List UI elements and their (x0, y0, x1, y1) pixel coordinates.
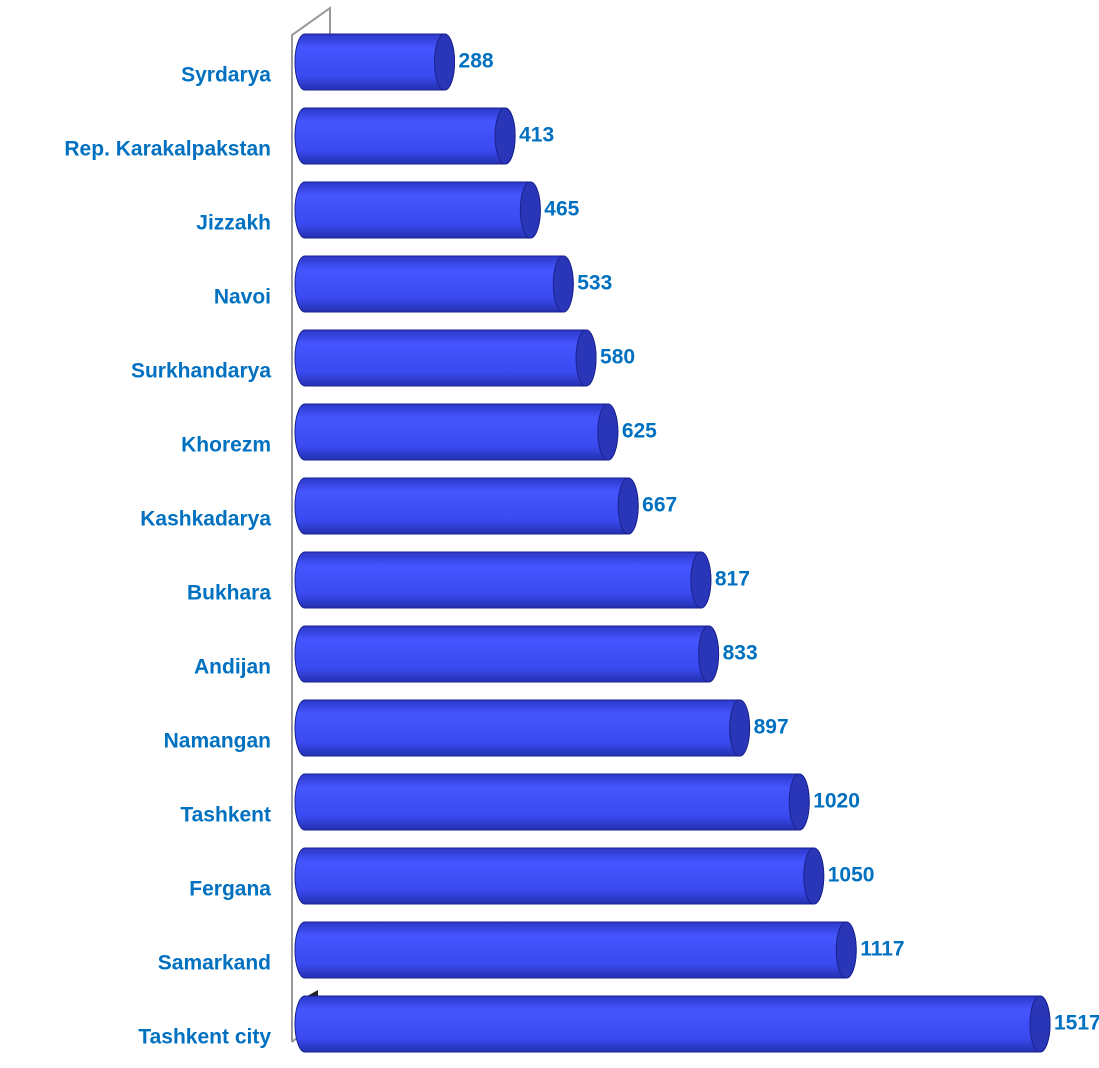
value-label: 1517 (1054, 1012, 1099, 1035)
value-label: 533 (577, 272, 612, 295)
wall-line (291, 6, 331, 1042)
bar (294, 551, 712, 609)
bar (294, 773, 810, 831)
value-label: 413 (519, 124, 554, 147)
bar (294, 181, 541, 239)
value-label: 897 (754, 716, 789, 739)
bar-cap (617, 477, 639, 535)
y-tick-label: Namangan (164, 730, 271, 753)
y-tick-label: Tashkent city (138, 1026, 271, 1049)
value-label: 1117 (860, 938, 904, 961)
y-tick-label: Surkhandarya (131, 360, 271, 383)
bar (294, 477, 639, 535)
bar (294, 403, 619, 461)
y-tick-label: Kashkadarya (140, 508, 271, 531)
y-tick-label: Bukhara (187, 582, 271, 605)
bar-cap (575, 329, 597, 387)
bar-cap (552, 255, 574, 313)
y-tick-label: Khorezm (181, 434, 271, 457)
value-label: 465 (544, 198, 579, 221)
bar-cap (729, 699, 751, 757)
bar-cap (690, 551, 712, 609)
value-label: 833 (723, 642, 758, 665)
bar (294, 921, 857, 979)
bar (294, 995, 1051, 1053)
y-tick-label: Rep. Karakalpakstan (64, 138, 271, 161)
value-label: 667 (642, 494, 677, 517)
bar-cap (835, 921, 857, 979)
y-tick-label: Tashkent (180, 804, 271, 827)
bar-cap (803, 847, 825, 905)
y-tick-label: Navoi (214, 286, 271, 309)
bar (294, 847, 825, 905)
y-tick-label: Fergana (189, 878, 271, 901)
bar-cap (788, 773, 810, 831)
bar (294, 33, 456, 91)
value-label: 1020 (813, 790, 860, 813)
value-label: 817 (715, 568, 750, 591)
y-tick-label: Jizzakh (196, 212, 271, 235)
y-tick-label: Syrdarya (181, 64, 271, 87)
bar-cap (434, 33, 456, 91)
y-tick-label: Samarkand (158, 952, 271, 975)
value-label: 580 (600, 346, 635, 369)
value-label: 288 (459, 50, 494, 73)
bar (294, 107, 516, 165)
bar-cap (1029, 995, 1051, 1053)
value-label: 625 (622, 420, 657, 443)
bar (294, 625, 720, 683)
bar (294, 329, 597, 387)
bar (294, 699, 751, 757)
value-label: 1050 (828, 864, 875, 887)
bar-cap (519, 181, 541, 239)
bar (294, 255, 574, 313)
y-tick-label: Andijan (194, 656, 271, 679)
bar-cap (597, 403, 619, 461)
bar-cap (494, 107, 516, 165)
bar-cap (698, 625, 720, 683)
